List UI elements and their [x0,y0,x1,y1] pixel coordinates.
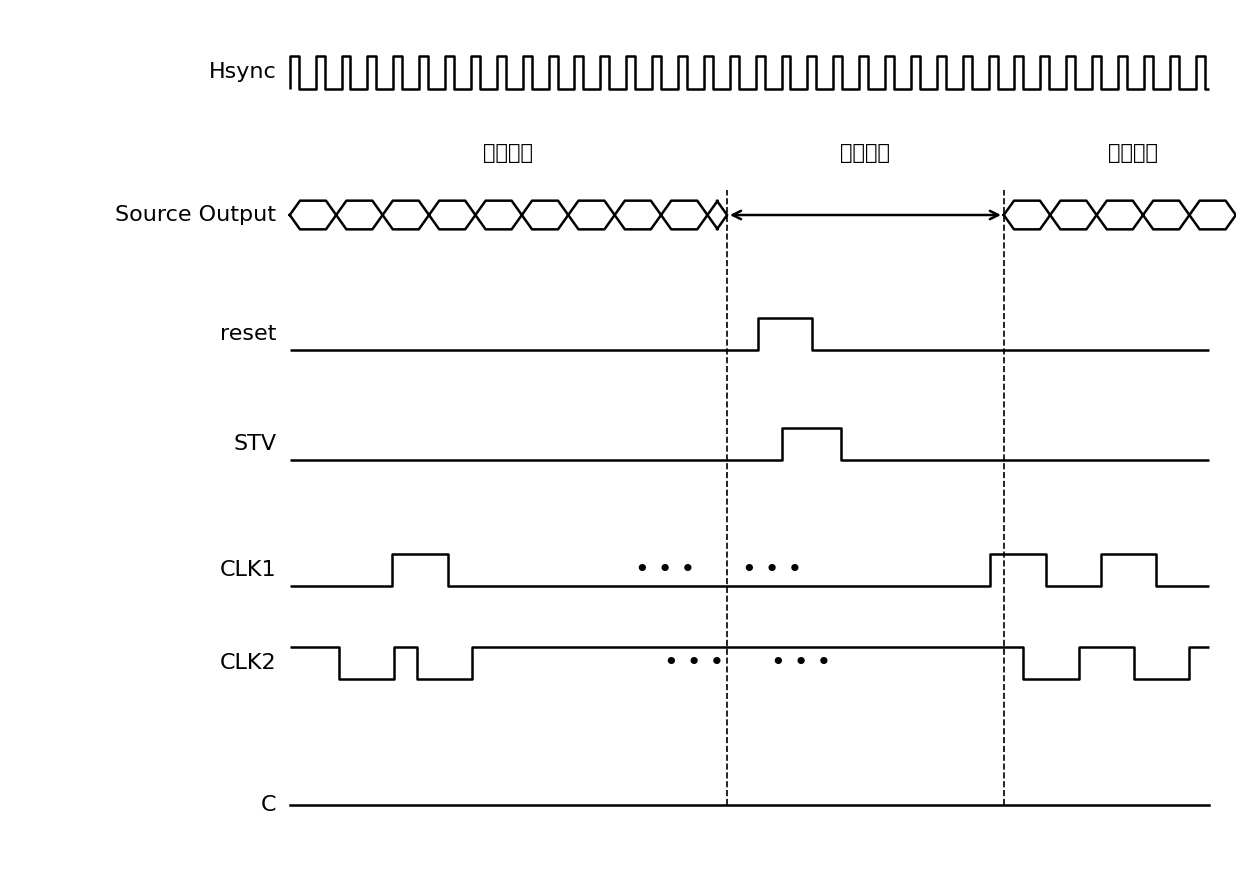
Text: • • •: • • • [743,558,802,582]
Text: • • •: • • • [635,558,696,582]
Text: 空白阶段: 空白阶段 [841,143,890,163]
Text: CLK1: CLK1 [219,560,277,580]
Text: 扫描阶段: 扫描阶段 [1109,143,1158,163]
Text: CLK2: CLK2 [219,652,277,673]
Text: STV: STV [233,433,277,453]
Text: reset: reset [219,324,277,344]
Text: • • •: • • • [663,651,724,674]
Text: Source Output: Source Output [115,205,277,225]
Text: 扫描阶段: 扫描阶段 [484,143,533,163]
Text: Hsync: Hsync [208,62,277,82]
Text: • • •: • • • [771,651,831,674]
Text: C: C [260,795,277,816]
